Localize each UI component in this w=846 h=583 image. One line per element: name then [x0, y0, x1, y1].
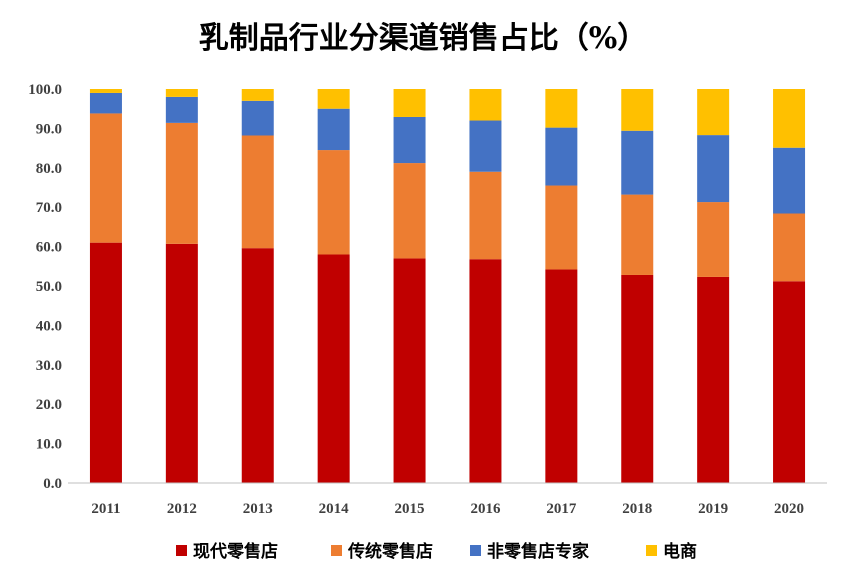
- x-tick-label: 2011: [91, 501, 120, 517]
- legend-swatch-3: [646, 545, 657, 556]
- bar-2016-series-2: [469, 120, 502, 172]
- bars-layer: [89, 89, 806, 483]
- x-tick-label: 2017: [546, 501, 577, 517]
- legend-label-2: 非零售店专家: [487, 541, 589, 562]
- legend-label-1: 传统零售店: [347, 541, 433, 562]
- bar-2020-series-2: [773, 147, 806, 214]
- y-tick-label: 10.0: [36, 437, 62, 453]
- legend: 现代零售店 传统零售店 非零售店专家 电商: [176, 541, 697, 562]
- bar-2020-series-3: [773, 89, 806, 148]
- bar-2016-series-0: [469, 259, 502, 483]
- bar-2018-series-3: [621, 89, 654, 131]
- y-tick-label: 50.0: [36, 279, 62, 295]
- bar-2016-series-1: [469, 171, 502, 260]
- x-tick-label: 2016: [470, 501, 501, 517]
- chart-title: 乳制品行业分渠道销售占比（%）: [199, 21, 648, 56]
- x-tick-label: 2020: [774, 501, 804, 517]
- bar-2016-series-3: [469, 89, 502, 121]
- x-tick-label: 2013: [243, 501, 273, 517]
- bar-2012-series-3: [165, 89, 198, 97]
- bar-2017-series-1: [545, 185, 578, 270]
- bar-2020-series-1: [773, 213, 806, 282]
- bar-2017-series-0: [545, 269, 578, 483]
- y-tick-label: 60.0: [36, 240, 62, 256]
- x-tick-label: 2019: [698, 501, 728, 517]
- bar-2017-series-2: [545, 127, 578, 186]
- bar-2012-series-1: [165, 122, 198, 244]
- x-tick-label: 2014: [319, 501, 350, 517]
- bar-2018-series-1: [621, 194, 654, 275]
- legend-label-0: 现代零售店: [193, 541, 278, 562]
- y-tick-label: 20.0: [36, 397, 62, 413]
- bar-2019-series-3: [697, 89, 730, 136]
- bar-2011-series-2: [89, 92, 122, 114]
- bar-2011-series-3: [89, 89, 122, 93]
- bar-2015-series-0: [393, 258, 426, 483]
- x-tick-label: 2015: [395, 501, 425, 517]
- bar-2018-series-2: [621, 130, 654, 195]
- x-tick-label: 2012: [167, 501, 197, 517]
- x-tick-label: 2018: [622, 501, 652, 517]
- bar-2014-series-2: [317, 108, 350, 151]
- bar-2013-series-1: [241, 135, 274, 249]
- y-tick-label: 70.0: [36, 200, 62, 216]
- bar-2020-series-0: [773, 281, 806, 483]
- y-tick-label: 40.0: [36, 318, 62, 334]
- y-tick-label: 100.0: [28, 82, 62, 98]
- bar-2019-series-1: [697, 202, 730, 277]
- legend-swatch-2: [470, 545, 481, 556]
- bar-2015-series-3: [393, 89, 426, 117]
- legend-swatch-0: [176, 545, 187, 556]
- bar-2015-series-2: [393, 116, 426, 164]
- y-axis-tick-labels: 0.0 10.0 20.0 30.0 40.0 50.0 60.0 70.0 80.0 90.0 1…: [28, 82, 62, 492]
- y-tick-label: 30.0: [36, 358, 62, 374]
- legend-label-3: 电商: [663, 541, 697, 562]
- bar-2014-series-0: [317, 254, 350, 483]
- y-tick-label: 80.0: [36, 161, 62, 177]
- bar-2013-series-0: [241, 248, 274, 483]
- y-tick-label: 0.0: [43, 476, 62, 492]
- y-tick-label: 90.0: [36, 121, 62, 137]
- bar-2015-series-1: [393, 163, 426, 259]
- bar-2019-series-0: [697, 276, 730, 483]
- x-axis-tick-labels: 2011 2012 2013 2014 2015 2016 2017 2018 2019 2020: [91, 501, 804, 517]
- bar-2013-series-2: [241, 100, 274, 136]
- bar-2012-series-0: [165, 243, 198, 483]
- bar-2011-series-1: [89, 113, 122, 243]
- bar-2018-series-0: [621, 274, 654, 483]
- legend-swatch-1: [331, 545, 342, 556]
- bar-2019-series-2: [697, 135, 730, 203]
- bar-2014-series-3: [317, 89, 350, 109]
- bar-2013-series-3: [241, 89, 274, 101]
- bar-2014-series-1: [317, 150, 350, 255]
- bar-2012-series-2: [165, 96, 198, 123]
- bar-2017-series-3: [545, 89, 578, 128]
- bar-2011-series-0: [89, 242, 122, 483]
